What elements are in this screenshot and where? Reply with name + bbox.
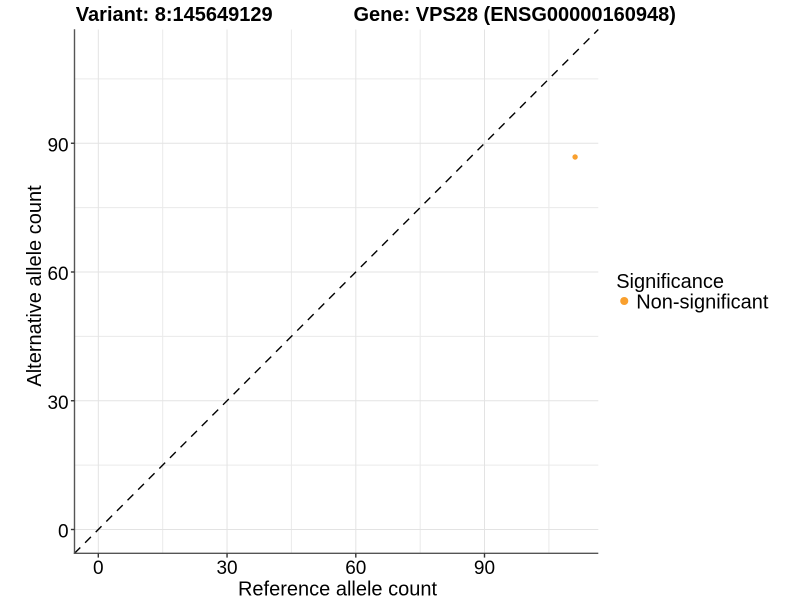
svg-text:0: 0 <box>93 558 104 579</box>
svg-text:60: 60 <box>345 558 366 579</box>
svg-text:Significance: Significance <box>616 271 724 293</box>
svg-text:Alternative allele count: Alternative allele count <box>24 185 46 387</box>
svg-text:Reference allele count: Reference allele count <box>238 579 437 600</box>
svg-text:60: 60 <box>47 264 68 285</box>
svg-text:Non-significant: Non-significant <box>636 291 769 313</box>
svg-text:90: 90 <box>47 135 68 156</box>
svg-text:30: 30 <box>216 558 237 579</box>
svg-text:Gene: VPS28 (ENSG00000160948): Gene: VPS28 (ENSG00000160948) <box>354 4 676 26</box>
svg-text:30: 30 <box>47 393 68 414</box>
svg-text:Variant: 8:145649129: Variant: 8:145649129 <box>76 4 273 26</box>
svg-text:90: 90 <box>474 558 495 579</box>
svg-text:0: 0 <box>58 522 69 543</box>
